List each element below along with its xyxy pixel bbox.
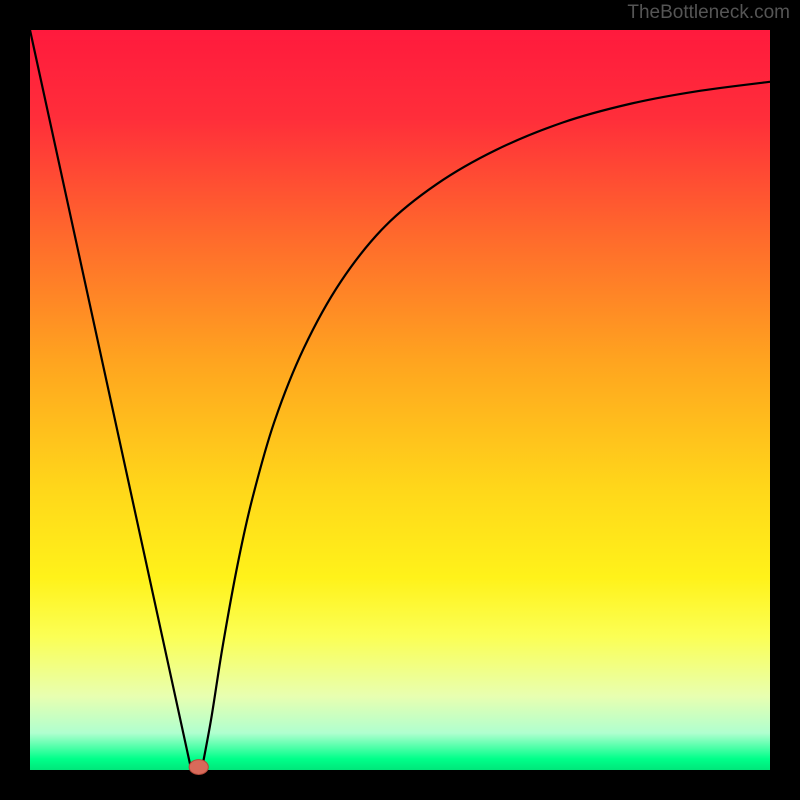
gradient-background [30,30,770,770]
chart-container: TheBottleneck.com [0,0,800,800]
bottleneck-chart [0,0,800,800]
watermark-text: TheBottleneck.com [627,2,790,24]
minimum-marker [189,760,208,775]
